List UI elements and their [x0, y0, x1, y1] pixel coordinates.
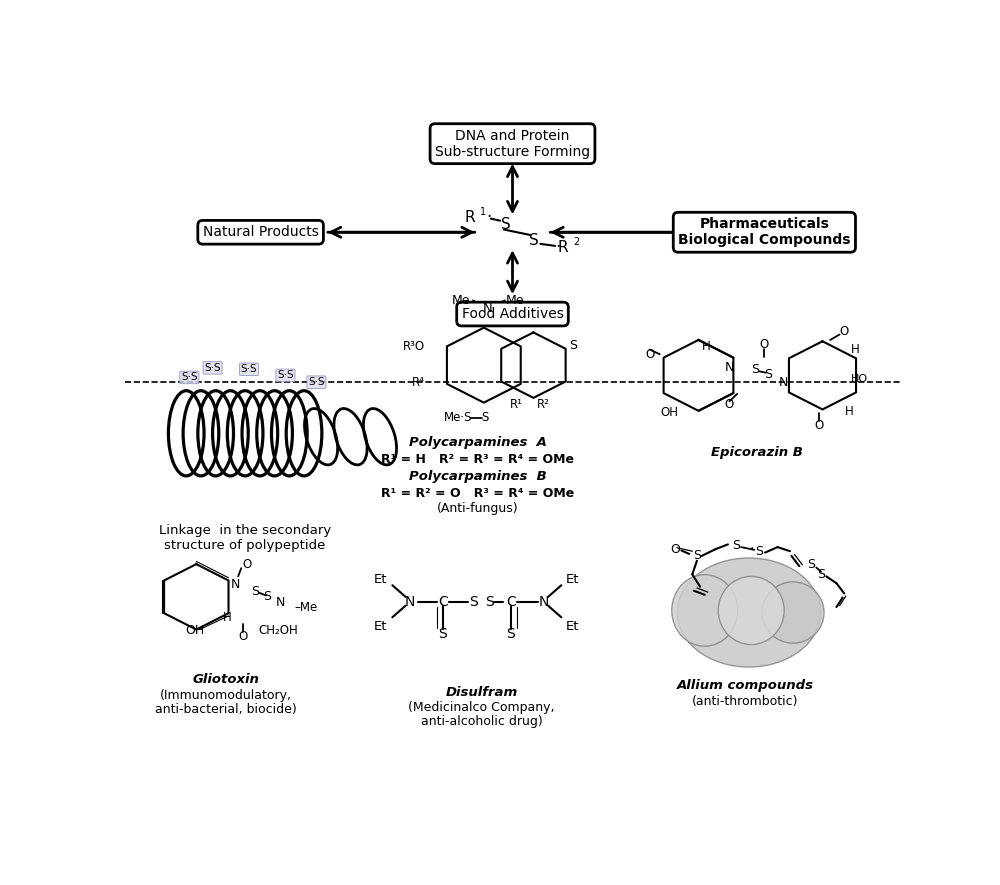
- Text: S: S: [507, 627, 515, 642]
- Text: R⁴: R⁴: [412, 376, 425, 389]
- Text: S·S: S·S: [204, 363, 221, 373]
- Text: O: O: [670, 543, 680, 556]
- Text: structure of polypeptide: structure of polypeptide: [164, 539, 326, 551]
- Text: ·: ·: [555, 238, 560, 257]
- Text: S: S: [817, 568, 825, 581]
- Text: (Medicinalco Company,: (Medicinalco Company,: [408, 702, 555, 714]
- Text: H: H: [223, 611, 232, 624]
- Text: R¹ = R² = O   R³ = R⁴ = OMe: R¹ = R² = O R³ = R⁴ = OMe: [381, 487, 574, 500]
- Text: OH: OH: [660, 406, 678, 419]
- Ellipse shape: [762, 581, 824, 643]
- Text: S: S: [755, 544, 763, 558]
- Text: S·S: S·S: [181, 373, 198, 382]
- Text: S: S: [501, 217, 511, 232]
- Text: Polycarpamines  A: Polycarpamines A: [409, 435, 547, 449]
- Text: S: S: [529, 233, 539, 248]
- Text: anti-alcoholic drug): anti-alcoholic drug): [421, 715, 542, 728]
- Text: O: O: [725, 398, 734, 412]
- Text: S: S: [482, 412, 489, 424]
- Text: N: N: [405, 595, 415, 609]
- Text: Natural Products: Natural Products: [203, 226, 319, 239]
- Text: S: S: [569, 339, 577, 352]
- Text: (Anti-fungus): (Anti-fungus): [437, 502, 518, 515]
- Text: S: S: [251, 585, 259, 598]
- Text: S·S: S·S: [308, 377, 325, 387]
- Text: S: S: [764, 367, 772, 381]
- Text: R¹ = H   R² = R³ = R⁴ = OMe: R¹ = H R² = R³ = R⁴ = OMe: [381, 453, 574, 466]
- Text: N: N: [725, 361, 734, 373]
- Text: Me: Me: [451, 294, 470, 307]
- Text: N: N: [779, 376, 788, 389]
- Text: Pharmaceuticals
Biological Compounds: Pharmaceuticals Biological Compounds: [678, 217, 851, 248]
- Text: C: C: [506, 595, 516, 609]
- Text: OH: OH: [185, 625, 204, 637]
- Ellipse shape: [672, 574, 738, 646]
- Text: 2: 2: [574, 237, 580, 248]
- Text: Epicorazin B: Epicorazin B: [711, 446, 803, 459]
- Text: O: O: [645, 348, 654, 361]
- Text: –Me: –Me: [294, 601, 317, 614]
- Text: S·S: S·S: [277, 371, 294, 381]
- Text: Food Additives: Food Additives: [462, 307, 563, 321]
- Text: O: O: [760, 338, 769, 351]
- Text: S: S: [732, 539, 740, 552]
- Text: 1: 1: [480, 207, 486, 217]
- Text: ·: ·: [749, 543, 753, 556]
- Text: N: N: [230, 578, 240, 591]
- Text: O: O: [840, 325, 849, 337]
- Text: N: N: [275, 596, 285, 609]
- Text: Et: Et: [374, 573, 388, 586]
- Text: (Immunomodulatory,: (Immunomodulatory,: [160, 689, 292, 702]
- Text: CH₂OH: CH₂OH: [259, 625, 298, 637]
- Text: N: N: [538, 595, 549, 609]
- Text: O: O: [238, 630, 247, 643]
- Text: R³O: R³O: [403, 340, 425, 353]
- Text: R: R: [465, 210, 475, 225]
- Text: R¹: R¹: [510, 398, 523, 412]
- Text: C: C: [438, 595, 448, 609]
- Text: S: S: [807, 558, 815, 572]
- Text: S: S: [264, 590, 272, 604]
- Text: H: H: [845, 405, 854, 418]
- Text: Et: Et: [374, 620, 388, 633]
- Text: S: S: [751, 364, 759, 376]
- Text: Linkage  in the secondary: Linkage in the secondary: [159, 524, 331, 536]
- Text: S·S: S·S: [241, 365, 257, 374]
- Text: S: S: [469, 595, 478, 609]
- Text: (anti-thrombotic): (anti-thrombotic): [692, 695, 798, 708]
- Text: O: O: [814, 419, 823, 432]
- Text: Allium compounds: Allium compounds: [676, 679, 814, 692]
- Text: Et: Et: [566, 573, 580, 586]
- Ellipse shape: [718, 576, 784, 644]
- Text: S: S: [485, 595, 494, 609]
- Text: H: H: [702, 340, 711, 352]
- Text: S: S: [438, 627, 447, 642]
- Text: DNA and Protein
Sub-structure Forming: DNA and Protein Sub-structure Forming: [435, 128, 590, 158]
- Text: Disulfram: Disulfram: [445, 686, 518, 699]
- Text: Polycarpamines  B: Polycarpamines B: [409, 470, 546, 482]
- Text: Gliotoxin: Gliotoxin: [192, 673, 259, 687]
- Ellipse shape: [677, 558, 821, 667]
- Text: HO: HO: [851, 373, 868, 384]
- Text: H: H: [851, 343, 859, 356]
- Text: Me: Me: [506, 294, 524, 307]
- Text: R: R: [558, 240, 568, 255]
- Text: S: S: [693, 550, 701, 563]
- Text: N: N: [483, 302, 493, 315]
- Text: anti-bacterial, biocide): anti-bacterial, biocide): [155, 703, 297, 716]
- Text: Me·S: Me·S: [444, 412, 473, 424]
- Text: R²: R²: [537, 398, 550, 412]
- Text: Et: Et: [566, 620, 580, 633]
- Text: ·: ·: [487, 208, 492, 227]
- Text: O: O: [243, 558, 252, 571]
